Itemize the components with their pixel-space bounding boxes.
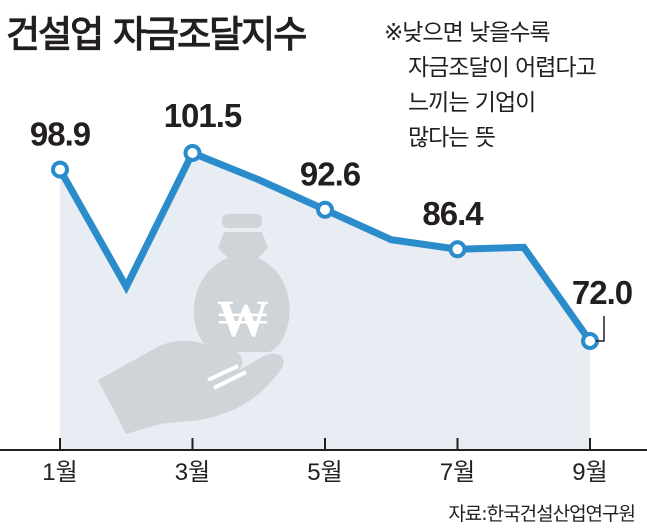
data-point-marker: [51, 160, 69, 179]
note-line: 많다는 뜻: [408, 125, 496, 151]
data-label: 98.9: [30, 116, 91, 153]
data-point-marker: [316, 200, 334, 219]
data-point-marker: [183, 144, 202, 162]
source-note: 자료:한국건설산업연구원: [448, 503, 636, 525]
x-tick-label: 3월: [175, 459, 210, 486]
x-tick-label: 1월: [42, 459, 77, 486]
won-sign-icon: ₩: [217, 288, 269, 349]
data-point-marker: [448, 240, 467, 259]
data-label: 86.4: [422, 195, 484, 232]
note-line: 느끼는 기업이: [408, 90, 536, 116]
x-tick-label: 7월: [440, 459, 475, 486]
hand-icon: [98, 340, 284, 434]
money-bag-won-hand-icon: ₩: [98, 214, 290, 434]
data-label: 72.0: [572, 274, 632, 311]
data-point-marker: [581, 332, 599, 350]
x-axis: 1월 3월 5월 7월 9월: [0, 438, 647, 486]
finger-line-icon: [207, 364, 239, 382]
money-bag-tie-icon: [222, 214, 262, 228]
money-bag-icon: [193, 232, 290, 352]
note-line: 자금조달이 어렵다고: [408, 55, 597, 81]
label-layer: 98.9 101.5 92.6 86.4 72.0: [30, 97, 633, 342]
label-leader-line: [596, 316, 605, 342]
chart-title: 건설업 자금조달지수: [6, 13, 307, 56]
x-tick-label: 5월: [307, 459, 342, 486]
marker-layer: [51, 144, 599, 350]
note-line: ※낮으면 낮을수록: [384, 20, 551, 46]
data-label: 101.5: [164, 97, 242, 134]
data-label: 92.6: [300, 156, 361, 193]
finger-line-icon: [213, 370, 247, 390]
x-tick-label: 9월: [572, 459, 607, 486]
chart-note: ※낮으면 낮을수록 자금조달이 어렵다고 느끼는 기업이 많다는 뜻: [384, 16, 597, 156]
